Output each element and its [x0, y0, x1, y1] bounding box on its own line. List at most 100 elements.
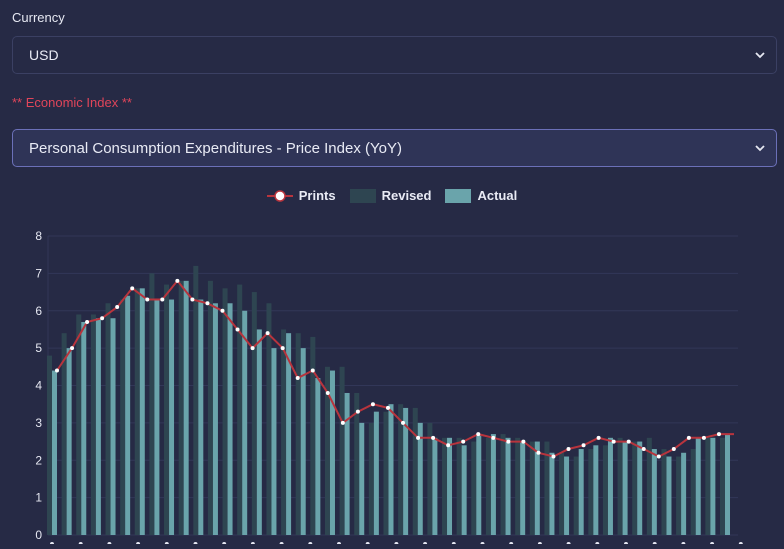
- bar-actual: [66, 348, 72, 535]
- y-tick-label: 0: [35, 528, 42, 542]
- prints-point: [115, 305, 120, 310]
- chart-area: 0 1 2 3 4 5 6 7 8: [0, 215, 784, 549]
- chevron-down-icon: [754, 49, 766, 61]
- legend-item-actual[interactable]: Actual: [445, 188, 517, 203]
- currency-select-value: USD: [29, 47, 59, 63]
- bar-revised: [76, 314, 82, 535]
- bar-actual: [183, 280, 189, 535]
- bar-actual: [315, 378, 321, 535]
- prints-point: [280, 346, 285, 351]
- bar-actual: [329, 370, 335, 535]
- prints-point: [130, 286, 135, 291]
- bar-revised: [573, 456, 579, 535]
- bar-revised: [193, 265, 199, 535]
- bar-revised: [47, 355, 52, 535]
- bar-actual: [212, 303, 218, 535]
- bar-revised: [602, 445, 608, 535]
- prints-point: [551, 454, 556, 459]
- legend-label-actual: Actual: [477, 188, 518, 203]
- bar-revised: [661, 449, 667, 535]
- prints-point: [160, 297, 165, 302]
- prints-point: [641, 447, 646, 452]
- bar-revised: [690, 449, 696, 535]
- prints-point: [295, 376, 300, 381]
- bar-revised: [164, 284, 170, 535]
- prints-point: [506, 439, 511, 444]
- actual-swatch: [445, 188, 472, 203]
- bar-actual: [666, 456, 672, 535]
- bar-actual: [695, 437, 701, 535]
- currency-label: Currency: [12, 10, 65, 25]
- bar-revised: [266, 303, 272, 535]
- prints-point: [190, 297, 195, 302]
- bar-actual: [256, 329, 262, 535]
- currency-select[interactable]: USD: [12, 36, 777, 74]
- prints-point: [671, 447, 676, 452]
- bar-revised: [61, 333, 67, 535]
- bar-actual: [681, 452, 687, 535]
- y-tick-label: 8: [35, 229, 42, 243]
- pce-chart: 0 1 2 3 4 5 6 7 8: [35, 229, 743, 546]
- bar-revised: [149, 273, 155, 535]
- economic-index-select-value: Personal Consumption Expenditures - Pric…: [29, 139, 402, 157]
- prints-point: [325, 390, 330, 395]
- y-tick-label: 6: [35, 304, 42, 318]
- bar-actual: [534, 441, 540, 535]
- prints-point: [85, 319, 90, 324]
- bar-revised: [281, 329, 287, 535]
- y-axis-ticks: 0 1 2 3 4 5 6 7 8: [35, 229, 42, 542]
- bar-actual: [403, 407, 409, 535]
- bar-revised: [310, 336, 316, 535]
- prints-point: [340, 420, 345, 425]
- bar-actual: [110, 318, 116, 535]
- bar-revised: [383, 411, 389, 535]
- chevron-down-icon: [754, 142, 766, 154]
- bar-actual: [417, 422, 423, 535]
- bar-revised: [720, 437, 725, 535]
- prints-point: [611, 439, 616, 444]
- prints-point: [581, 443, 586, 448]
- bar-actual: [505, 437, 511, 535]
- prints-point: [205, 301, 210, 306]
- bar-actual: [154, 299, 160, 535]
- chart-legend: Prints Revised Actual: [0, 188, 784, 203]
- prints-point: [370, 402, 375, 407]
- bar-revised: [324, 366, 330, 535]
- bar-revised: [134, 288, 140, 535]
- bar-actual: [373, 411, 379, 535]
- bar-revised: [120, 299, 126, 535]
- bar-actual: [227, 303, 233, 535]
- bar-actual: [432, 437, 438, 535]
- bar-actual: [300, 348, 306, 535]
- economic-index-select[interactable]: Personal Consumption Expenditures - Pric…: [12, 129, 777, 167]
- prints-point: [235, 327, 240, 332]
- bar-revised: [339, 366, 345, 535]
- bar-revised: [237, 284, 243, 535]
- bar-actual: [520, 441, 526, 535]
- bar-actual: [622, 441, 628, 535]
- legend-item-prints[interactable]: Prints: [266, 188, 336, 203]
- prints-point: [626, 439, 631, 444]
- bar-revised: [105, 303, 111, 535]
- bar-revised: [207, 280, 213, 535]
- prints-line-icon: [266, 189, 293, 202]
- bar-revised: [588, 449, 594, 535]
- bar-revised: [442, 437, 448, 535]
- bar-revised: [617, 437, 623, 535]
- bar-actual: [447, 437, 453, 535]
- bar-revised: [559, 452, 565, 535]
- bar-actual: [52, 370, 57, 535]
- bar-revised: [456, 437, 462, 535]
- bar-actual: [198, 299, 204, 535]
- prints-point: [596, 435, 601, 440]
- prints-point: [385, 405, 390, 410]
- bar-revised: [632, 441, 638, 535]
- bar-revised: [676, 456, 682, 535]
- y-tick-label: 3: [35, 416, 42, 430]
- legend-item-revised[interactable]: Revised: [349, 188, 431, 203]
- bar-revised: [368, 422, 374, 535]
- prints-point: [70, 346, 75, 351]
- bar-actual: [637, 441, 643, 535]
- bar-revised: [398, 404, 404, 535]
- prints-point: [686, 435, 691, 440]
